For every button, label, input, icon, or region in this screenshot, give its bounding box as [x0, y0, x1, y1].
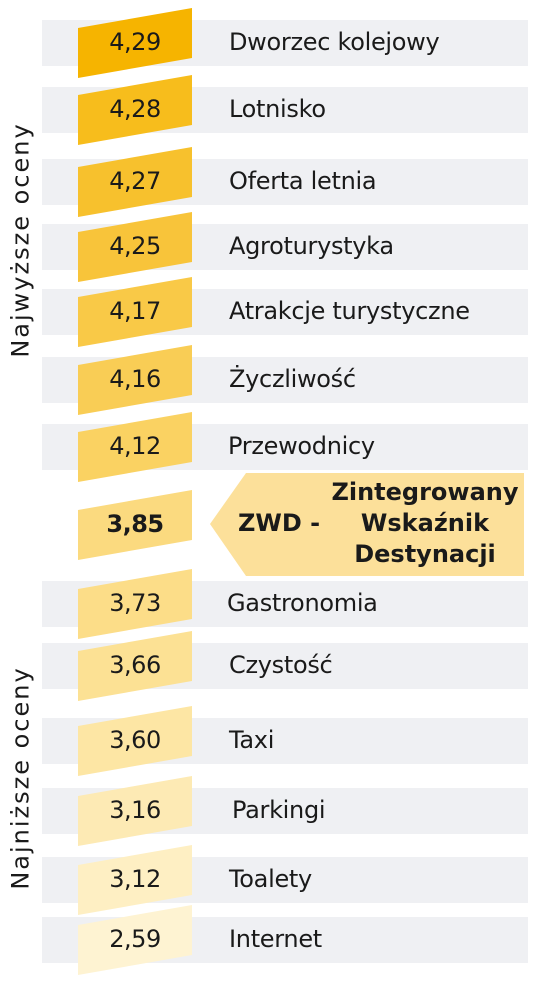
rating-shape [78, 345, 192, 415]
rating-number: 4,25 [109, 232, 161, 260]
rating-shape [78, 776, 192, 846]
rating-shape [78, 706, 192, 776]
category-label: Toalety [229, 865, 312, 893]
rating-parallelogram [78, 845, 192, 915]
rating-shape [78, 412, 192, 482]
rating-shape [78, 277, 192, 347]
category-label: Taxi [229, 726, 275, 754]
category-label: Gastronomia [227, 589, 378, 617]
rating-number: 4,27 [109, 167, 161, 195]
zwd-abbreviation: ZWD - [238, 509, 321, 537]
rating-value: 2,59 [78, 905, 192, 975]
rating-parallelogram [78, 631, 192, 701]
category-label: Dworzec kolejowy [229, 28, 440, 56]
rating-number: 4,28 [109, 95, 161, 123]
rating-parallelogram [78, 569, 192, 639]
rating-shape [78, 490, 192, 560]
category-label: Czystość [229, 651, 333, 679]
rating-value: 3,66 [78, 631, 192, 701]
rating-number: 3,60 [109, 726, 161, 754]
rating-number: 4,17 [109, 297, 161, 325]
rating-parallelogram [78, 490, 192, 560]
rating-parallelogram [78, 345, 192, 415]
zwd-callout: ZWD - Zintegrowany Wskaźnik Destynacji [210, 473, 524, 576]
rating-value: 4,12 [78, 412, 192, 482]
rating-parallelogram [78, 776, 192, 846]
rating-number: 3,66 [109, 651, 161, 679]
rating-value: 4,27 [78, 147, 192, 217]
rating-value: 4,29 [78, 8, 192, 78]
rating-shape [78, 845, 192, 915]
rating-parallelogram [78, 277, 192, 347]
rating-parallelogram [78, 212, 192, 282]
rating-number: 3,12 [109, 865, 161, 893]
category-label: Atrakcje turystyczne [229, 297, 470, 325]
rating-parallelogram [78, 706, 192, 776]
zwd-callout-arrow [210, 473, 524, 576]
rating-value: 4,16 [78, 345, 192, 415]
category-label: Internet [229, 925, 322, 953]
rating-value: 4,25 [78, 212, 192, 282]
rating-shape [78, 631, 192, 701]
rating-value: 3,73 [78, 569, 192, 639]
rating-value: 3,60 [78, 706, 192, 776]
rating-parallelogram [78, 412, 192, 482]
rating-parallelogram [78, 905, 192, 975]
rating-number: 4,16 [109, 365, 161, 393]
rating-shape [78, 905, 192, 975]
rating-parallelogram [78, 75, 192, 145]
rating-shape [78, 569, 192, 639]
rating-number: 3,16 [109, 796, 161, 824]
category-label: Przewodnicy [228, 432, 375, 460]
rating-value: 3,16 [78, 776, 192, 846]
category-label: Lotnisko [229, 95, 326, 123]
rating-shape [78, 147, 192, 217]
zwd-full-name: Zintegrowany Wskaźnik Destynacji [331, 478, 519, 568]
category-label: Agroturystyka [229, 232, 394, 260]
bottom-ratings-side-label: Najniższe oceny [6, 666, 35, 890]
rating-shape [78, 8, 192, 78]
rating-value: 3,12 [78, 845, 192, 915]
rating-parallelogram [78, 8, 192, 78]
category-label: Oferta letnia [229, 167, 377, 195]
rating-value: 4,28 [78, 75, 192, 145]
category-label: Parkingi [232, 796, 326, 824]
rating-shape [78, 75, 192, 145]
rating-value: 3,85 [78, 490, 192, 560]
rating-value: 4,17 [78, 277, 192, 347]
rating-number: 4,29 [109, 28, 161, 56]
rating-parallelogram [78, 147, 192, 217]
rating-number: 3,85 [106, 510, 164, 538]
rating-shape [78, 212, 192, 282]
rating-number: 4,12 [109, 432, 161, 460]
category-label: Życzliwość [229, 365, 356, 393]
top-ratings-side-label: Najwyższe oceny [6, 122, 35, 358]
rating-number: 2,59 [109, 925, 161, 953]
rating-number: 3,73 [109, 589, 161, 617]
